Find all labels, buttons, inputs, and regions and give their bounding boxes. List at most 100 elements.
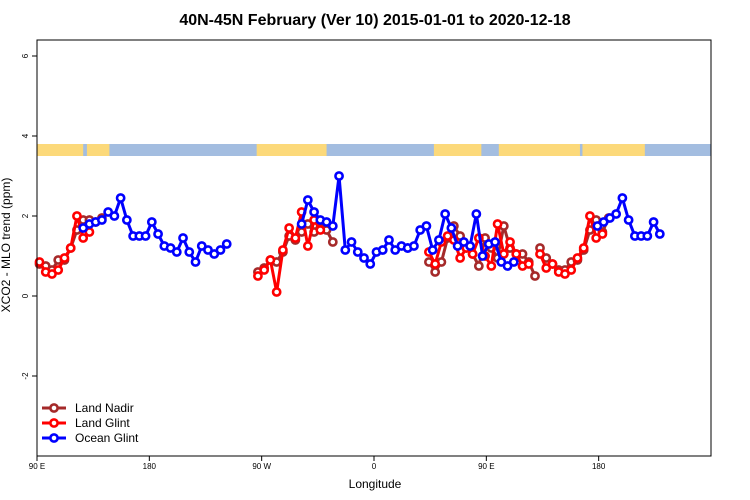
- ocean-glint-point: [490, 237, 500, 247]
- ocean-glint-point: [384, 235, 394, 245]
- land-band-segment: [37, 144, 84, 156]
- series-ocean-glint: [78, 171, 665, 271]
- land-glint-point: [505, 237, 515, 247]
- land-nadir-point: [530, 271, 540, 281]
- ocean-glint-point: [611, 209, 622, 219]
- ocean-glint-point: [471, 209, 482, 219]
- ocean-glint-point: [221, 239, 232, 249]
- ocean-glint-point: [296, 219, 307, 229]
- land-glint-point: [265, 255, 276, 265]
- ocean-glint-point: [477, 251, 488, 261]
- ocean-glint-point: [178, 233, 188, 243]
- land-glint-point: [290, 233, 301, 243]
- ocean-glint-point: [153, 229, 163, 239]
- land-glint-point: [78, 233, 89, 243]
- ocean-glint-point: [184, 247, 195, 257]
- x-tick-label: 90 E: [478, 462, 494, 471]
- ocean-glint-point: [302, 195, 313, 205]
- ocean-glint-point: [115, 193, 126, 203]
- y-axis: -2 0 2 4 6: [21, 53, 37, 380]
- land-glint-point: [535, 249, 545, 259]
- land-glint-point: [498, 249, 509, 259]
- ocean-glint-point: [327, 221, 338, 231]
- ocean-glint-point: [617, 193, 628, 203]
- land-glint-point: [271, 287, 282, 297]
- ocean-glint-point: [359, 253, 369, 263]
- ocean-glint-point: [654, 229, 665, 239]
- y-tick-label: -2: [21, 372, 30, 380]
- ocean-glint-point: [642, 231, 653, 241]
- ocean-glint-point: [334, 171, 344, 181]
- y-tick-label: 6: [21, 53, 30, 58]
- land-glint-point: [492, 219, 503, 229]
- land-nadir-point: [430, 267, 441, 277]
- land-glint-point: [253, 271, 263, 281]
- ocean-glint-point: [421, 221, 432, 231]
- land-glint-point: [277, 245, 288, 255]
- x-axis-title: Longitude: [349, 477, 402, 491]
- legend-item-ocean-glint: Ocean Glint: [42, 431, 139, 445]
- land-nadir-point: [327, 237, 338, 247]
- land-glint-point: [547, 259, 558, 269]
- x-tick-label: 0: [372, 462, 377, 471]
- ocean-glint-point: [352, 247, 363, 257]
- legend-label: Land Nadir: [75, 401, 134, 415]
- land-glint-point: [585, 211, 595, 221]
- ocean-glint-point: [340, 245, 351, 255]
- land-glint-point: [523, 259, 534, 269]
- ocean-glint-point: [97, 215, 107, 225]
- x-axis: 90 E 180 90 W 0 90 E 180: [29, 455, 711, 471]
- x-tick-label: 180: [592, 462, 606, 471]
- land-band-segment: [582, 144, 645, 156]
- ocean-glint-point: [365, 259, 376, 269]
- land-band-segment: [433, 144, 482, 156]
- land-glint-point: [597, 229, 608, 239]
- x-tick-label: 90 W: [252, 462, 271, 471]
- land-glint-point: [578, 243, 589, 253]
- land-glint-point: [467, 249, 478, 259]
- land-glint-point: [259, 265, 270, 275]
- ocean-glint-point: [409, 241, 419, 251]
- ocean-glint-point: [190, 257, 201, 267]
- legend-label: Land Glint: [75, 416, 130, 430]
- ocean-glint-point: [215, 245, 226, 255]
- chart-title: 40N-45N February (Ver 10) 2015-01-01 to …: [179, 12, 570, 29]
- land-glint-point: [486, 261, 497, 271]
- y-axis-title: XCO2 - MLO trend (ppm): [0, 178, 13, 313]
- y-tick-label: 0: [21, 293, 30, 298]
- ocean-glint-point: [465, 241, 476, 251]
- y-tick-label: 2: [21, 213, 30, 218]
- ocean-glint-point: [623, 215, 634, 225]
- ocean-glint-point: [508, 257, 519, 267]
- land-glint-point: [72, 211, 82, 221]
- land-glint-point: [302, 241, 313, 251]
- land-band-segment: [498, 144, 580, 156]
- x-tick-label: 180: [143, 462, 157, 471]
- land-glint-point: [511, 249, 522, 259]
- ocean-glint-point: [171, 247, 182, 257]
- land-glint-point: [53, 265, 64, 275]
- ocean-glint-point: [440, 209, 451, 219]
- legend-item-land-nadir: Land Nadir: [42, 401, 134, 415]
- ocean-glint-point: [346, 237, 357, 247]
- y-tick-label: 4: [21, 133, 30, 138]
- x-tick-label: 90 E: [29, 462, 45, 471]
- ocean-glint-point: [427, 245, 438, 255]
- legend-item-land-glint: Land Glint: [42, 416, 130, 430]
- ocean-glint-point: [146, 217, 157, 227]
- land-nadir-point: [473, 261, 484, 271]
- series-layer: [34, 171, 665, 297]
- ocean-glint-point: [377, 245, 388, 255]
- land-glint-point: [34, 257, 45, 267]
- ocean-glint-point: [309, 207, 319, 217]
- land-band-segment: [86, 144, 110, 156]
- ocean-glint-point: [140, 231, 151, 241]
- ocean-glint-point: [121, 215, 132, 225]
- land-glint-point: [59, 253, 70, 263]
- ocean-glint-point: [648, 217, 659, 227]
- land-band-segment: [256, 144, 327, 156]
- land-glint-point: [566, 265, 577, 275]
- land-glint-point: [572, 253, 583, 263]
